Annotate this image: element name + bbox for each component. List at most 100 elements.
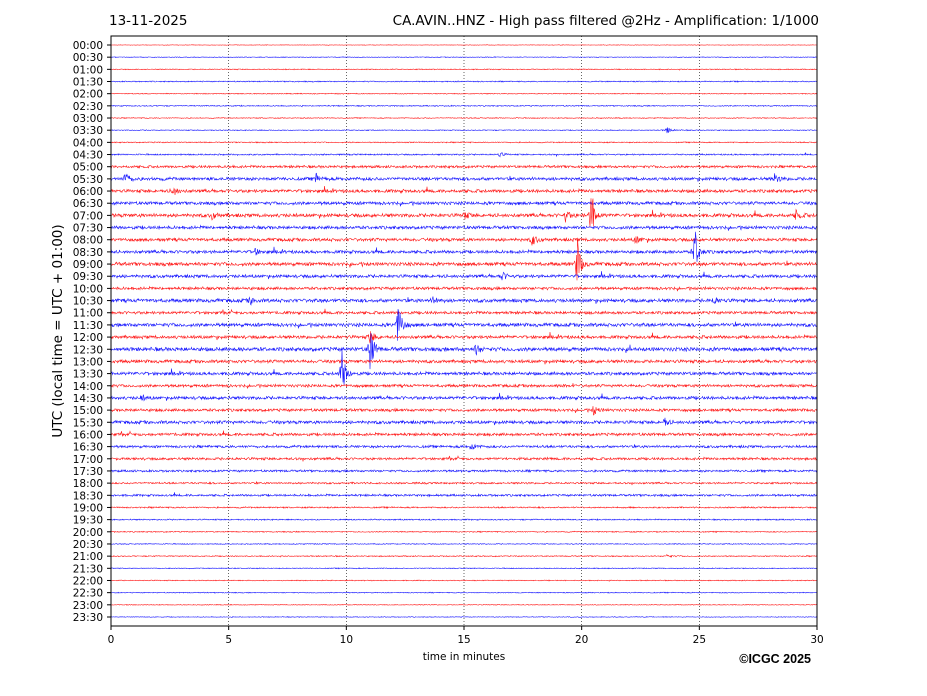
y-tick-label: 01:00 xyxy=(73,64,103,76)
trace-2330 xyxy=(110,616,818,619)
y-tick-label: 05:30 xyxy=(73,174,103,186)
y-tick-label: 18:00 xyxy=(73,478,103,490)
x-tick-label: 25 xyxy=(693,634,706,646)
y-tick-label: 13:00 xyxy=(73,356,103,368)
y-tick-label: 21:00 xyxy=(73,551,103,563)
y-tick-label: 12:00 xyxy=(73,332,103,344)
trace-0600 xyxy=(110,185,818,196)
y-tick-label: 19:30 xyxy=(73,515,103,527)
y-tick-label: 20:00 xyxy=(73,527,103,539)
trace-1800 xyxy=(110,481,818,486)
y-tick-label: 09:30 xyxy=(73,271,103,283)
grid-lines xyxy=(228,36,700,626)
trace-0400 xyxy=(110,141,818,144)
trace-0830 xyxy=(110,231,818,262)
trace-0700 xyxy=(110,198,818,227)
trace-2000 xyxy=(110,530,818,534)
trace-0900 xyxy=(110,237,818,281)
trace-0930 xyxy=(110,271,818,281)
trace-1100 xyxy=(110,308,818,316)
chart-title: CA.AVIN..HNZ - High pass filtered @2Hz -… xyxy=(393,13,819,29)
trace-2130 xyxy=(110,567,818,570)
trace-1500 xyxy=(110,406,818,416)
copyright: ©ICGC 2025 xyxy=(739,652,811,666)
trace-0330 xyxy=(111,127,818,134)
trace-1030 xyxy=(110,296,818,306)
trace-1200 xyxy=(110,331,818,344)
trace-0030 xyxy=(110,55,818,59)
y-tick-label: 17:30 xyxy=(73,466,103,478)
trace-0100 xyxy=(110,68,818,71)
y-tick-label: 07:00 xyxy=(73,210,103,222)
y-tick-label: 21:30 xyxy=(73,563,103,575)
trace-0300 xyxy=(110,117,818,120)
trace-2100 xyxy=(110,554,818,558)
y-tick-label: 08:00 xyxy=(73,235,103,247)
y-tick-label: 17:00 xyxy=(73,454,103,466)
y-tick-label: 15:00 xyxy=(73,405,103,417)
trace-1700 xyxy=(110,455,818,462)
y-tick-label: 10:30 xyxy=(73,296,103,308)
trace-0500 xyxy=(110,164,818,170)
y-tick-label: 05:00 xyxy=(73,162,103,174)
x-tick-label: 15 xyxy=(457,634,470,646)
trace-1730 xyxy=(110,468,818,474)
trace-0530 xyxy=(110,172,818,183)
trace-1300 xyxy=(110,358,818,365)
y-tick-label: 23:00 xyxy=(73,600,103,612)
trace-0000 xyxy=(111,44,817,46)
y-axis-label: UTC (local time = UTC + 01:00) xyxy=(50,224,66,437)
x-tick-label: 10 xyxy=(340,634,353,646)
y-tick-label: 09:00 xyxy=(73,259,103,271)
trace-0730 xyxy=(110,224,818,231)
y-tick-label: 11:00 xyxy=(73,308,103,320)
trace-1830 xyxy=(110,492,818,498)
y-tick-label: 04:30 xyxy=(73,150,103,162)
x-axis: 0 5 10 15 20 25 30 xyxy=(108,626,824,646)
trace-1130 xyxy=(110,309,818,341)
trace-1930 xyxy=(110,518,818,522)
y-tick-label: 22:30 xyxy=(73,588,103,600)
y-tick-label: 11:30 xyxy=(73,320,103,332)
trace-1230 xyxy=(110,333,818,370)
y-tick-label: 16:30 xyxy=(73,442,103,454)
y-tick-label: 16:00 xyxy=(73,429,103,441)
trace-0430 xyxy=(110,152,818,158)
trace-1330 xyxy=(110,348,818,385)
y-tick-label: 10:00 xyxy=(73,283,103,295)
y-tick-label: 00:30 xyxy=(73,52,103,64)
date-label: 13-11-2025 xyxy=(109,13,187,29)
trace-0130 xyxy=(110,80,818,83)
trace-1530 xyxy=(110,417,818,426)
trace-2300 xyxy=(110,604,818,606)
x-axis-label: time in minutes xyxy=(423,651,505,663)
y-tick-label: 14:00 xyxy=(73,381,103,393)
y-tick-label: 15:30 xyxy=(73,417,103,429)
y-axis: 00:0000:3001:0001:3002:0002:3003:0003:30… xyxy=(73,40,111,624)
y-tick-label: 01:30 xyxy=(73,77,103,89)
trace-1630 xyxy=(110,443,818,450)
y-tick-label: 06:00 xyxy=(73,186,103,198)
trace-2030 xyxy=(110,542,818,545)
y-tick-label: 19:00 xyxy=(73,502,103,514)
trace-0230 xyxy=(110,104,818,108)
trace-1600 xyxy=(110,430,818,438)
x-tick-label: 20 xyxy=(575,634,588,646)
y-tick-label: 03:00 xyxy=(73,113,103,125)
y-tick-label: 18:30 xyxy=(73,490,103,502)
y-tick-label: 02:00 xyxy=(73,89,103,101)
trace-1400 xyxy=(110,383,818,389)
trace-0800 xyxy=(110,236,818,246)
y-tick-label: 06:30 xyxy=(73,198,103,210)
y-tick-label: 20:30 xyxy=(73,539,103,551)
trace-1000 xyxy=(110,285,818,292)
trace-2200 xyxy=(110,579,818,582)
y-tick-label: 23:30 xyxy=(73,612,103,624)
y-tick-label: 02:30 xyxy=(73,101,103,113)
y-tick-label: 22:00 xyxy=(73,575,103,587)
traces xyxy=(110,44,818,619)
y-tick-label: 12:30 xyxy=(73,344,103,356)
x-tick-label: 0 xyxy=(108,634,115,646)
y-tick-label: 08:30 xyxy=(73,247,103,259)
